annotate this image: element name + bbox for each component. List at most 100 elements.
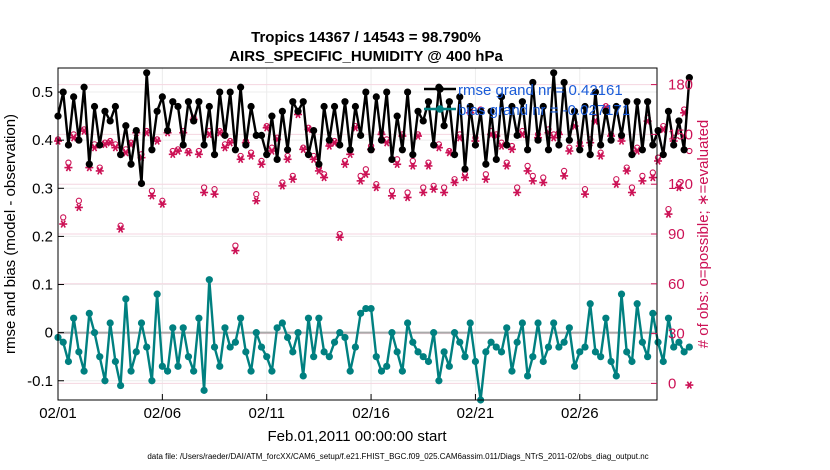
obs-evaluated-point — [440, 188, 449, 197]
bias-point — [555, 343, 563, 351]
bias-point — [283, 333, 292, 342]
rmse-point — [143, 69, 151, 77]
bias-point — [101, 377, 109, 385]
bias-point — [117, 381, 125, 390]
bias-point — [59, 338, 67, 346]
obs-evaluated-point — [288, 175, 297, 184]
bias-point — [419, 353, 427, 361]
rmse-point — [388, 155, 396, 164]
obs-evaluated-point — [314, 167, 323, 175]
rmse-point — [75, 136, 83, 144]
bias-point — [523, 372, 532, 380]
rmse-point — [565, 136, 573, 144]
obs-possible-point — [628, 184, 636, 191]
obs-evaluated-point — [638, 177, 647, 185]
bias-point — [659, 357, 667, 366]
rmse-point — [466, 102, 474, 111]
obs-possible-point — [665, 205, 672, 213]
rmse-point — [195, 98, 203, 106]
bias-point — [388, 329, 396, 337]
legend: rmse grand nr = 0.42161 bias grand nr = … — [424, 82, 630, 119]
obs-evaluated-point — [612, 180, 621, 189]
rmse-point — [685, 74, 693, 82]
obs-possible-point — [440, 184, 448, 191]
rmse-point — [607, 136, 615, 144]
rmse-point — [148, 146, 156, 154]
bias-point — [529, 353, 537, 361]
rmse-bias-series — [54, 69, 693, 404]
bias-point — [143, 343, 151, 351]
x-tick-label: 02/11 — [248, 405, 284, 422]
obs-possible-point — [560, 167, 568, 175]
obs-evaluated-point — [184, 148, 193, 157]
x-tick-label: 02/21 — [457, 405, 495, 422]
bias-point — [617, 290, 626, 298]
rmse-point — [137, 179, 146, 188]
y-axis-right-label: # of obs: o=possible; ∗=evaluated — [695, 120, 712, 349]
obs-evaluated-point — [64, 163, 73, 172]
obs-evaluated-point — [393, 160, 402, 169]
rmse-point — [304, 151, 313, 159]
bias-point — [70, 314, 78, 322]
obs-evaluated-point — [257, 160, 266, 169]
obs-possible-point — [388, 187, 396, 194]
obs-possible-point — [409, 157, 416, 165]
bias-point — [252, 329, 260, 337]
bias-point — [670, 343, 678, 351]
obs-evaluated-point — [325, 142, 334, 150]
rmse-point — [158, 93, 166, 101]
obs-evaluated-point — [450, 178, 459, 187]
obs-evaluated-point — [252, 196, 261, 205]
bias-point — [654, 338, 662, 346]
bias-point — [576, 348, 584, 356]
bias-point — [310, 353, 318, 361]
obs-evaluated-point — [340, 160, 349, 169]
bias-point — [273, 324, 281, 332]
rmse-point — [190, 117, 198, 125]
bias-point — [398, 367, 406, 375]
obs-evaluated-point — [278, 181, 287, 190]
obs-evaluated-point — [106, 138, 115, 147]
rmse-point — [341, 98, 349, 106]
rmse-point — [200, 141, 208, 149]
bias-point — [137, 319, 146, 327]
rmse-point — [654, 126, 662, 135]
rmse-point — [216, 88, 224, 96]
obs-evaluated-point — [403, 193, 412, 202]
bias-point — [440, 348, 448, 356]
rmse-point — [310, 126, 318, 135]
bias-point — [424, 357, 433, 366]
x-tick-label: 02/26 — [561, 405, 599, 422]
rmse-point — [367, 146, 375, 154]
bias-point — [393, 348, 401, 356]
obs-possible-point — [253, 191, 260, 198]
bias-point — [153, 290, 161, 298]
bias-point — [90, 329, 99, 337]
bias-point — [492, 343, 500, 351]
bias-point — [602, 314, 610, 322]
obs-evaluated-point — [210, 190, 219, 199]
obs-evaluated-point — [419, 188, 428, 197]
bias-point — [231, 338, 240, 346]
obs-evaluated-point — [174, 147, 183, 155]
rmse-point — [539, 102, 547, 111]
rmse-point — [534, 136, 542, 144]
rmse-point — [398, 146, 406, 154]
obs-possible-point — [200, 184, 208, 191]
obs-evaluated-point — [565, 147, 574, 155]
bias-point — [122, 295, 130, 303]
obs-possible-point — [581, 186, 589, 193]
obs-evaluated-point — [220, 143, 229, 152]
rmse-point — [111, 102, 119, 111]
y-right-tick-label: 180 — [668, 77, 693, 94]
obs-evaluated-point — [685, 381, 694, 389]
y-left-tick-label: -0.1 — [27, 373, 53, 390]
rmse-point — [117, 151, 125, 159]
rmse-point — [570, 107, 579, 115]
bias-point — [565, 324, 573, 332]
rmse-point — [85, 160, 93, 168]
rmse-point — [649, 141, 657, 149]
bias-point — [96, 353, 104, 361]
bias-point — [263, 353, 271, 361]
bias-point — [403, 319, 412, 327]
